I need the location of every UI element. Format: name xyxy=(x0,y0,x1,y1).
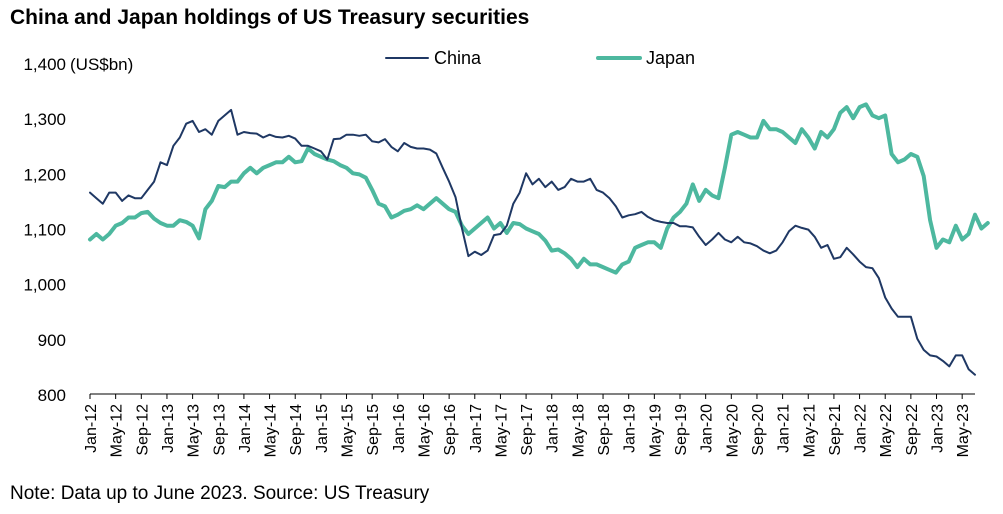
x-tick-label: May-12 xyxy=(109,404,126,457)
x-tick-label: Sep-15 xyxy=(365,404,382,456)
x-tick-label: Sep-12 xyxy=(134,404,151,456)
source-note: Note: Data up to June 2023. Source: US T… xyxy=(10,483,430,504)
x-tick-label: Sep-22 xyxy=(904,404,921,456)
y-tick-label: 800 xyxy=(38,386,66,405)
y-tick-label: 1,100 xyxy=(23,221,66,240)
x-tick-label: Jan-19 xyxy=(622,404,639,453)
series-lines xyxy=(88,102,990,376)
x-tick-label: Jan-22 xyxy=(853,404,870,453)
x-tick-label: Sep-17 xyxy=(519,404,536,456)
x-tick-label: Jan-18 xyxy=(545,404,562,453)
x-tick-label: Jan-17 xyxy=(468,404,485,453)
x-tick-label: Sep-21 xyxy=(827,404,844,456)
x-tick-label: May-13 xyxy=(186,404,203,457)
x-tick-label: Jan-20 xyxy=(699,404,716,453)
y-axis: 800 900 1,000 1,100 1,200 1,300 1,400 (US$bn) xyxy=(23,55,133,405)
x-tick-label: May-23 xyxy=(955,404,972,457)
y-tick-label: 1,200 xyxy=(23,165,66,184)
chart-title: China and Japan holdings of US Treasury … xyxy=(10,6,530,29)
x-tick-label: Jan-21 xyxy=(776,404,793,453)
x-tick-label: Jan-16 xyxy=(391,404,408,453)
x-tick-label: Sep-18 xyxy=(596,404,613,456)
x-tick-label: Jan-14 xyxy=(237,404,254,453)
x-tick-label: Jan-12 xyxy=(83,404,100,453)
x-tick-label: Sep-13 xyxy=(211,404,228,456)
legend: China Japan xyxy=(385,48,695,68)
x-tick-label: Jan-23 xyxy=(930,404,947,453)
x-tick-label: May-17 xyxy=(493,404,510,457)
series-line-china xyxy=(89,108,976,376)
x-tick-label: Jan-15 xyxy=(314,404,331,453)
y-tick-label: 1,400 xyxy=(23,55,66,74)
x-tick-label: May-16 xyxy=(416,404,433,457)
x-tick-label: May-14 xyxy=(263,404,280,457)
y-axis-unit-label: (US$bn) xyxy=(70,55,133,74)
x-tick-label: Sep-19 xyxy=(673,404,690,456)
x-tick-label: May-22 xyxy=(878,404,895,457)
x-tick-label: Jan-13 xyxy=(160,404,177,453)
legend-label-china: China xyxy=(434,48,482,68)
y-tick-label: 1,300 xyxy=(23,110,66,129)
x-tick-label: May-19 xyxy=(647,404,664,457)
x-axis: Jan-12 May-12 Sep-12 Jan-13 May-13 Sep-13 Jan-… xyxy=(83,393,975,457)
x-tick-label: Sep-16 xyxy=(442,404,459,456)
x-tick-label: May-18 xyxy=(570,404,587,457)
x-tick-label: May-15 xyxy=(340,404,357,457)
x-tick-label: Sep-14 xyxy=(288,404,305,456)
legend-label-japan: Japan xyxy=(646,48,695,68)
y-tick-label: 900 xyxy=(38,331,66,350)
x-tick-label: May-21 xyxy=(801,404,818,457)
y-tick-label: 1,000 xyxy=(23,276,66,295)
x-tick-label: Sep-20 xyxy=(750,404,767,456)
series-line-japan xyxy=(88,102,990,275)
x-tick-label: May-20 xyxy=(724,404,741,457)
